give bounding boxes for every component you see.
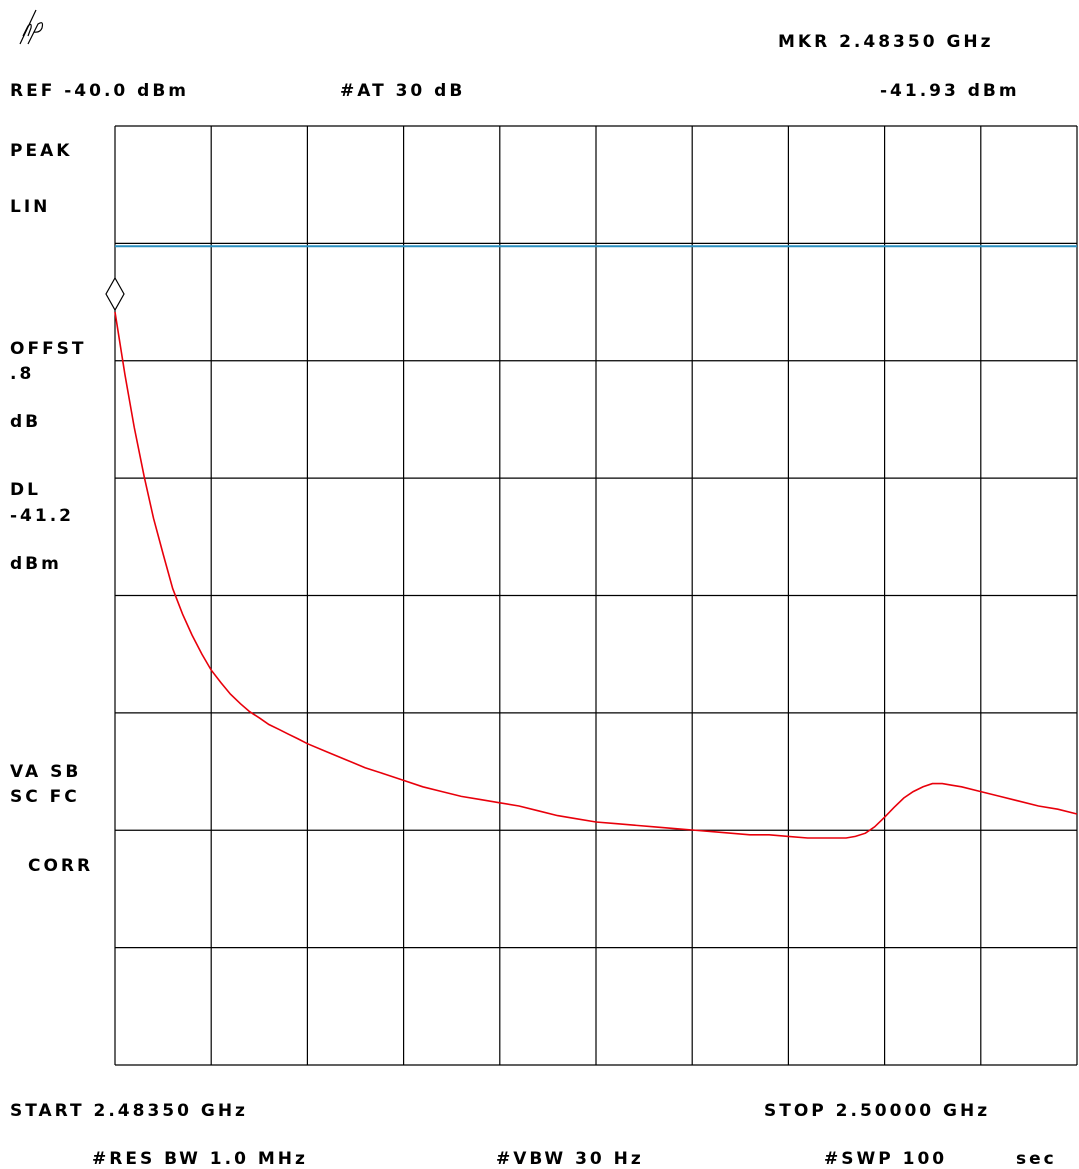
resolution-bandwidth: #RES BW 1.0 MHz	[92, 1149, 308, 1169]
attenuation: #AT 30 dB	[340, 81, 466, 101]
display-line-label: DL	[10, 480, 41, 500]
graticule	[114, 125, 1078, 1066]
sweep-time: #SWP 100	[824, 1149, 948, 1169]
scale-mode: LIN	[10, 197, 51, 217]
start-frequency: START 2.48350 GHz	[10, 1101, 248, 1121]
hp-logo	[19, 9, 44, 45]
stop-frequency: STOP 2.50000 GHz	[764, 1101, 991, 1121]
coupling-status-2: SC FC	[10, 787, 80, 807]
offset-unit: dB	[10, 412, 42, 432]
spectrum-trace	[114, 311, 1078, 839]
display-line-value: -41.2	[10, 506, 74, 526]
correction-indicator: CORR	[28, 856, 94, 876]
marker-diamond	[105, 276, 125, 312]
video-bandwidth: #VBW 30 Hz	[496, 1149, 644, 1169]
reference-level: REF -40.0 dBm	[10, 81, 189, 101]
sweep-time-unit: sec	[1016, 1149, 1057, 1169]
detector-mode: PEAK	[10, 141, 73, 161]
coupling-status-1: VA SB	[10, 762, 82, 782]
marker-frequency: MKR 2.48350 GHz	[778, 32, 994, 52]
offset-value: .8	[10, 364, 35, 384]
display-line-unit: dBm	[10, 554, 62, 574]
marker-amplitude: -41.93 dBm	[880, 81, 1020, 101]
offset-label: OFFST	[10, 339, 87, 359]
